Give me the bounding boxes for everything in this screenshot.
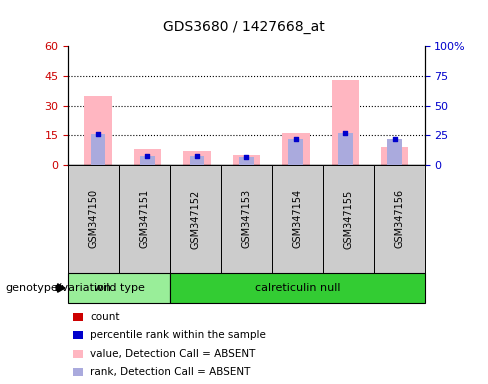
- Point: [342, 130, 349, 136]
- Bar: [283, 133, 309, 165]
- Text: GSM347152: GSM347152: [190, 189, 201, 248]
- Bar: [84, 96, 112, 165]
- Bar: [338, 133, 353, 165]
- Point: [243, 154, 250, 160]
- Bar: [381, 147, 408, 165]
- Bar: [189, 156, 204, 165]
- Bar: [288, 139, 304, 165]
- Text: GSM347155: GSM347155: [343, 189, 353, 248]
- Text: count: count: [90, 312, 120, 322]
- Text: GSM347154: GSM347154: [292, 189, 303, 248]
- Point: [243, 161, 250, 167]
- Point: [342, 161, 349, 167]
- Text: value, Detection Call = ABSENT: value, Detection Call = ABSENT: [90, 349, 256, 359]
- Bar: [183, 151, 210, 165]
- Text: GDS3680 / 1427668_at: GDS3680 / 1427668_at: [163, 20, 325, 34]
- Text: GSM347150: GSM347150: [89, 189, 99, 248]
- Text: GSM347151: GSM347151: [140, 189, 150, 248]
- Point: [292, 161, 300, 167]
- Bar: [387, 139, 402, 165]
- Point: [143, 152, 151, 159]
- Point: [143, 161, 151, 167]
- Text: GSM347153: GSM347153: [242, 189, 251, 248]
- Point: [292, 136, 300, 142]
- Bar: [91, 134, 105, 165]
- Point: [193, 152, 201, 159]
- Bar: [140, 156, 155, 165]
- Bar: [233, 155, 260, 165]
- Text: calreticulin null: calreticulin null: [255, 283, 340, 293]
- Bar: [134, 149, 161, 165]
- Point: [391, 136, 399, 142]
- Text: GSM347156: GSM347156: [394, 189, 404, 248]
- Bar: [332, 80, 359, 165]
- Text: genotype/variation: genotype/variation: [5, 283, 111, 293]
- Point: [94, 131, 102, 137]
- Point: [94, 161, 102, 167]
- Bar: [239, 157, 254, 165]
- Point: [193, 161, 201, 167]
- Text: rank, Detection Call = ABSENT: rank, Detection Call = ABSENT: [90, 367, 251, 377]
- Point: [391, 161, 399, 167]
- Text: wild type: wild type: [94, 283, 144, 293]
- Text: percentile rank within the sample: percentile rank within the sample: [90, 330, 266, 340]
